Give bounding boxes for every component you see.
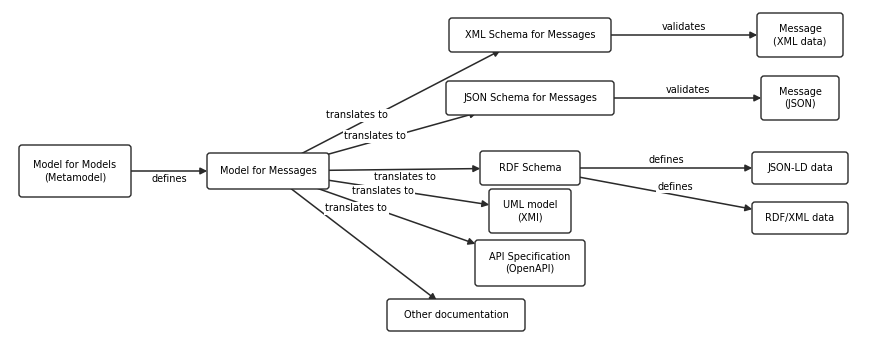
FancyBboxPatch shape bbox=[752, 152, 848, 184]
Text: translates to: translates to bbox=[344, 131, 406, 141]
FancyBboxPatch shape bbox=[387, 299, 525, 331]
Text: Other documentation: Other documentation bbox=[403, 310, 508, 320]
Text: defines: defines bbox=[151, 174, 186, 184]
FancyBboxPatch shape bbox=[446, 81, 614, 115]
Text: Message
(JSON): Message (JSON) bbox=[779, 87, 822, 109]
FancyBboxPatch shape bbox=[752, 202, 848, 234]
Text: validates: validates bbox=[662, 22, 706, 32]
Text: validates: validates bbox=[666, 85, 710, 95]
FancyBboxPatch shape bbox=[207, 153, 329, 189]
FancyBboxPatch shape bbox=[480, 151, 580, 185]
Text: translates to: translates to bbox=[325, 203, 387, 213]
Text: Model for Models
(Metamodel): Model for Models (Metamodel) bbox=[33, 160, 116, 182]
Text: defines: defines bbox=[648, 155, 684, 165]
Text: RDF Schema: RDF Schema bbox=[499, 163, 561, 173]
Text: API Specification
(OpenAPI): API Specification (OpenAPI) bbox=[489, 252, 571, 274]
Text: XML Schema for Messages: XML Schema for Messages bbox=[465, 30, 595, 40]
Text: Message
(XML data): Message (XML data) bbox=[773, 24, 827, 46]
FancyBboxPatch shape bbox=[757, 13, 843, 57]
FancyBboxPatch shape bbox=[449, 18, 611, 52]
Text: Model for Messages: Model for Messages bbox=[220, 166, 316, 176]
Text: defines: defines bbox=[657, 182, 693, 192]
FancyBboxPatch shape bbox=[475, 240, 585, 286]
FancyBboxPatch shape bbox=[19, 145, 131, 197]
Text: translates to: translates to bbox=[374, 172, 435, 182]
Text: translates to: translates to bbox=[352, 186, 414, 196]
Text: JSON-LD data: JSON-LD data bbox=[767, 163, 833, 173]
FancyBboxPatch shape bbox=[489, 189, 571, 233]
Text: translates to: translates to bbox=[326, 110, 388, 120]
Text: UML model
(XMI): UML model (XMI) bbox=[503, 200, 557, 222]
Text: RDF/XML data: RDF/XML data bbox=[765, 213, 834, 223]
FancyBboxPatch shape bbox=[761, 76, 839, 120]
Text: JSON Schema for Messages: JSON Schema for Messages bbox=[463, 93, 597, 103]
